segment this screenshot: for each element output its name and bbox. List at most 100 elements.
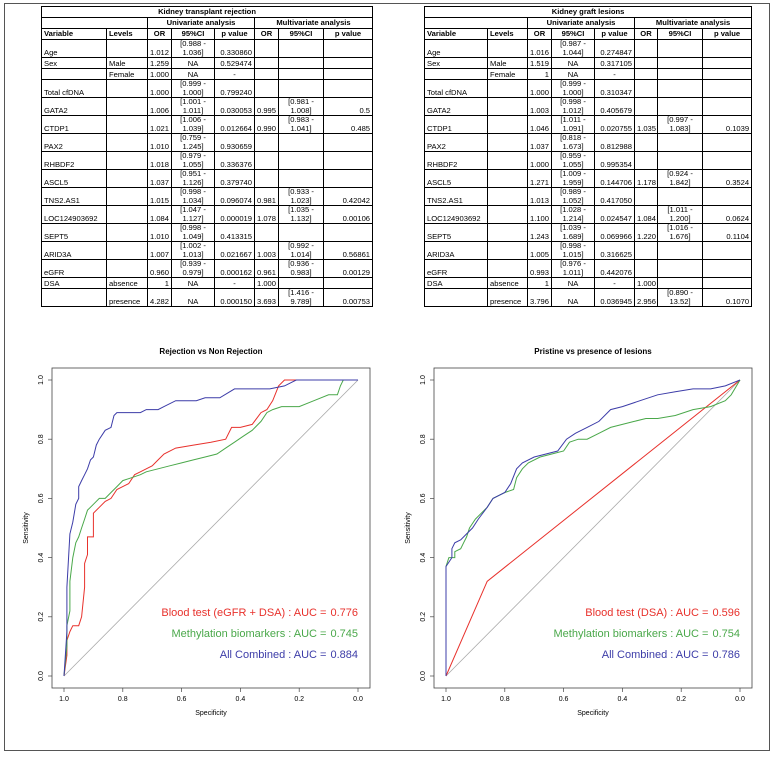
table-cell: Female (487, 68, 528, 80)
table-cell (41, 68, 107, 80)
y-tick-label: 0.8 (420, 434, 427, 444)
table-cell: NA (551, 288, 595, 307)
legend-entry: Blood test (DSA) : AUC = 0.596 (585, 607, 740, 619)
y-tick-label: 0.2 (38, 612, 45, 622)
table-cell: RHBDF2 (424, 151, 488, 170)
table-cell: 0.442076 (594, 259, 635, 278)
table-row: RHBDF2 1.018 [0.979 - 1.055] 0.336376 (41, 151, 374, 170)
table-cell: 1.084 (147, 205, 172, 224)
roc-chart-lesions: Pristine vs presence of lesions 1.0 0.8 0.6… (392, 340, 762, 725)
table-cell (701, 68, 753, 80)
table-cell: Male (487, 57, 528, 69)
table-cell (106, 97, 148, 116)
table-cell (657, 68, 703, 80)
table-cell (424, 68, 488, 80)
table-cell (634, 97, 658, 116)
table-row: ASCL5 1.037 [0.951 - 1.126] 0.379740 (41, 169, 374, 188)
table-cell: [1.009 - 1.959] (551, 169, 595, 188)
table-cell: [0.939 - 0.979] (171, 259, 215, 278)
table-cell (657, 97, 703, 116)
x-tick-label: 0.8 (500, 696, 510, 703)
table-cell: 0.00129 (322, 259, 374, 278)
table-cell (278, 79, 324, 98)
table-row: presence 4.282 NA 0.000150 3.693 [1.416 - 9.7… (41, 288, 374, 307)
x-tick-label: 1.0 (59, 696, 69, 703)
table-cell: LOC124903692 (41, 205, 107, 224)
x-tick-label: 1.0 (441, 696, 451, 703)
table-cell: 1.035 (634, 115, 658, 134)
x-axis-label: Specificity (577, 710, 609, 717)
table-cell (322, 151, 374, 170)
roc-curve-all-combined (63, 379, 358, 677)
legend-label: All Combined : AUC = (220, 649, 327, 661)
table-cell: [0.936 - 0.983] (278, 259, 324, 278)
legend-label: All Combined : AUC = (602, 649, 709, 661)
table-cell (701, 79, 753, 98)
table-cell: 1.000 (527, 79, 552, 98)
table-cell (657, 259, 703, 278)
roc-plot: Pristine vs presence of lesions 1.0 0.8 0.6… (405, 347, 753, 717)
table-cell: 0.930659 (214, 133, 255, 152)
table-cell (106, 169, 148, 188)
table-cell (322, 169, 374, 188)
table-cell (322, 57, 374, 69)
table-cell (701, 277, 753, 289)
table-cell: 0.316625 (594, 241, 635, 260)
group-header-multivariate: Multivariate analysis (253, 17, 374, 29)
table-row: RHBDF2 1.000 [0.959 - 1.055] 0.995354 (424, 151, 753, 170)
table-cell: 1.013 (527, 187, 552, 206)
table-cell (657, 277, 703, 289)
table-cell (487, 259, 528, 278)
table-cell: Male (106, 57, 148, 69)
legend-label: Blood test (eGFR + DSA) : AUC = (161, 607, 326, 619)
y-axis-label: Sensitivity (405, 512, 412, 544)
table-cell: presence (106, 288, 148, 307)
legend-auc: 0.884 (330, 649, 358, 661)
table-cell: CTDP1 (41, 115, 107, 134)
table-cell (634, 259, 658, 278)
table-cell (106, 79, 148, 98)
table-cell (41, 288, 107, 307)
table-cell: 0.417050 (594, 187, 635, 206)
table-row: SEPT5 1.010 [0.998 - 1.049] 0.413315 (41, 223, 374, 242)
table-title: Kidney transplant rejection (40, 6, 374, 18)
table-cell (487, 79, 528, 98)
table-cell: 0.799240 (214, 79, 255, 98)
column-header: p value (594, 28, 635, 40)
column-header: Variable (41, 28, 107, 40)
x-tick-label: 0.2 (676, 696, 686, 703)
table-cell: 1.010 (147, 133, 172, 152)
legend-label: Blood test (DSA) : AUC = (585, 607, 708, 619)
table-row: eGFR 0.993 [0.976 - 1.011] 0.442076 (424, 259, 753, 278)
table-row: Sex Male 1.259 NA 0.529474 (41, 57, 374, 69)
table-cell: 0.030053 (214, 97, 255, 116)
table-cell: ASCL5 (41, 169, 107, 188)
table-kidney-graft-lesions: Kidney graft lesions Univariate analysis… (423, 6, 753, 307)
table-cell: Female (106, 68, 148, 80)
table-cell: 1.003 (527, 97, 552, 116)
table-cell (254, 223, 279, 242)
table-cell: - (214, 277, 255, 289)
legend-entry: Blood test (eGFR + DSA) : AUC = 0.776 (161, 607, 358, 619)
table-cell (254, 68, 279, 80)
table-cell: 1.084 (634, 205, 658, 224)
table-cell: NA (551, 57, 595, 69)
table-cell (254, 151, 279, 170)
table-cell: [0.818 - 1.673] (551, 133, 595, 152)
column-header: Levels (487, 28, 528, 40)
table-cell: 0.336376 (214, 151, 255, 170)
table-cell (487, 241, 528, 260)
table-cell: Sex (424, 57, 488, 69)
legend-entry: Methylation biomarkers : AUC = 0.745 (171, 628, 358, 640)
group-header-empty (41, 17, 148, 29)
legend-auc: 0.596 (712, 607, 740, 619)
table-cell (106, 39, 148, 58)
table-cell: 0.00753 (322, 288, 374, 307)
table-cell: 0.274847 (594, 39, 635, 58)
table-cell (701, 259, 753, 278)
table-cell (657, 39, 703, 58)
table-cell: PAX2 (424, 133, 488, 152)
legend-label: Methylation biomarkers : AUC = (171, 628, 326, 640)
table-cell: 0.069966 (594, 223, 635, 242)
table-cell (634, 68, 658, 80)
